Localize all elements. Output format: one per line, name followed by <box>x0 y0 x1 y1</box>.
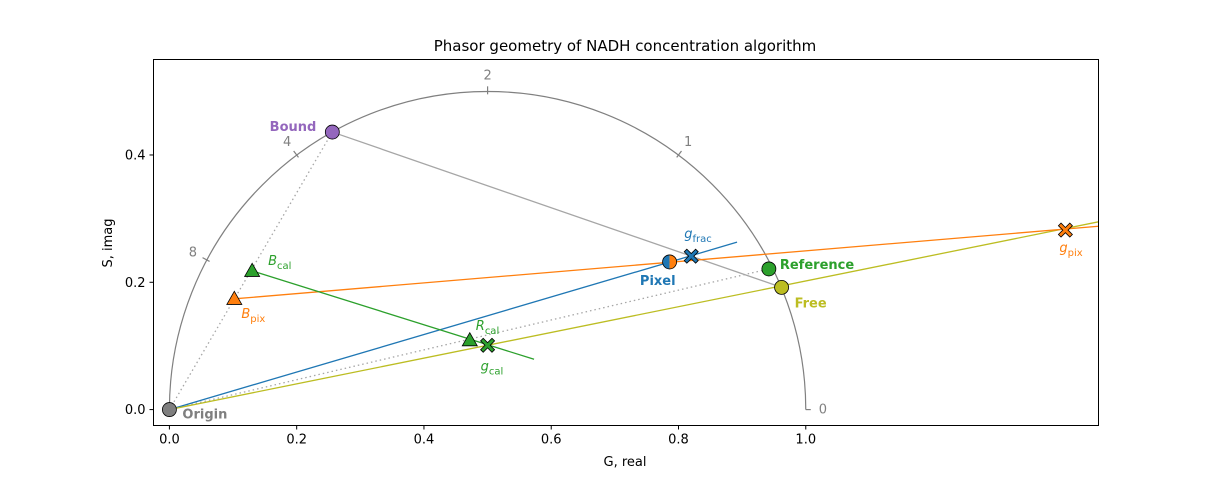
lifetime-tick <box>293 150 299 158</box>
label-g_pix: gpix <box>1059 241 1082 259</box>
label-origin: Origin <box>182 408 227 423</box>
label-B_cal: Bcal <box>268 254 291 272</box>
lifetime-tick-label: 2 <box>483 68 491 83</box>
y-tick-label: 0.0 <box>125 403 146 418</box>
marker-B_pix <box>226 290 243 305</box>
axes: 0.0 0.2 0.4 0.6 0.8 1.0 0.0 0.2 0.4 <box>125 148 816 447</box>
label-reference: Reference <box>780 258 854 273</box>
point-B_pix: Bpix <box>226 290 265 325</box>
point-g_frac: gfrac <box>683 227 712 264</box>
point-g_pix: gpix <box>1057 222 1083 259</box>
label-B_pix: Bpix <box>241 307 265 325</box>
x-tick-label: 0.2 <box>286 433 307 448</box>
point-bound: Bound <box>270 120 340 140</box>
line-origin-free <box>169 221 1099 411</box>
lifetime-tick-label: 8 <box>189 245 197 260</box>
x-axis-label: G, real <box>604 455 647 470</box>
point-pixel: Pixel <box>640 254 677 289</box>
x-tick-label: 1.0 <box>795 433 816 448</box>
point-free: Free <box>774 279 827 311</box>
label-g_frac: gfrac <box>684 227 712 245</box>
x-tick-label: 0.8 <box>668 433 689 448</box>
x-tick-label: 0.0 <box>159 433 180 448</box>
label-pixel: Pixel <box>640 274 676 289</box>
lifetime-tick <box>676 150 682 158</box>
lifetime-tick <box>202 257 210 262</box>
lifetime-tick-label: 0 <box>819 403 827 418</box>
lifetime-tick-label: 4 <box>283 135 291 150</box>
line-origin-reference <box>169 268 770 411</box>
label-R_cal: Rcal <box>476 319 499 337</box>
marker-origin <box>162 402 177 417</box>
marker-pixel-left <box>662 254 670 269</box>
marker-g_frac <box>683 248 699 264</box>
y-axis-label: S, imag <box>101 218 116 267</box>
label-g_cal: gcal <box>481 359 504 377</box>
marker-free <box>774 279 789 295</box>
chart-title: Phasor geometry of NADH concentration al… <box>434 37 817 55</box>
y-tick-label: 0.2 <box>125 276 146 291</box>
marker-R_cal <box>461 331 478 347</box>
lifetime-tick-label: 1 <box>684 135 692 150</box>
point-reference: Reference <box>761 258 854 277</box>
marker-reference <box>761 261 777 277</box>
marker-g_cal <box>480 337 496 353</box>
plot-area: 0 1 2 4 8 Origin Bound Free Reference Pixel gfrac g… <box>162 68 1099 423</box>
label-bound: Bound <box>270 120 317 135</box>
point-R_cal: Rcal <box>461 319 499 347</box>
point-B_cal: Bcal <box>243 254 291 277</box>
line-origin-gfrac <box>169 241 738 411</box>
y-tick-label: 0.4 <box>125 148 146 163</box>
marker-pixel-outline <box>662 254 677 270</box>
point-g_cal: gcal <box>480 337 504 377</box>
line-bound-free <box>332 131 782 288</box>
marker-pixel-right <box>669 254 677 269</box>
axes-frame <box>153 59 1099 426</box>
label-free: Free <box>795 296 827 311</box>
marker-bound <box>324 124 340 140</box>
point-origin: Origin <box>162 402 227 423</box>
x-tick-label: 0.4 <box>414 433 435 448</box>
marker-B_cal <box>243 262 261 277</box>
marker-g_pix <box>1057 222 1073 238</box>
x-tick-label: 0.6 <box>541 433 562 448</box>
